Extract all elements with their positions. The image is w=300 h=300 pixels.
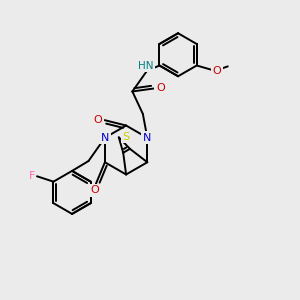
Text: O: O: [90, 185, 99, 195]
Text: O: O: [94, 115, 102, 124]
Text: N: N: [143, 133, 152, 143]
Text: F: F: [28, 171, 35, 181]
Text: N: N: [101, 133, 109, 143]
Text: O: O: [212, 66, 221, 76]
Text: HN: HN: [138, 61, 153, 71]
Text: O: O: [156, 83, 165, 94]
Text: S: S: [122, 132, 130, 142]
